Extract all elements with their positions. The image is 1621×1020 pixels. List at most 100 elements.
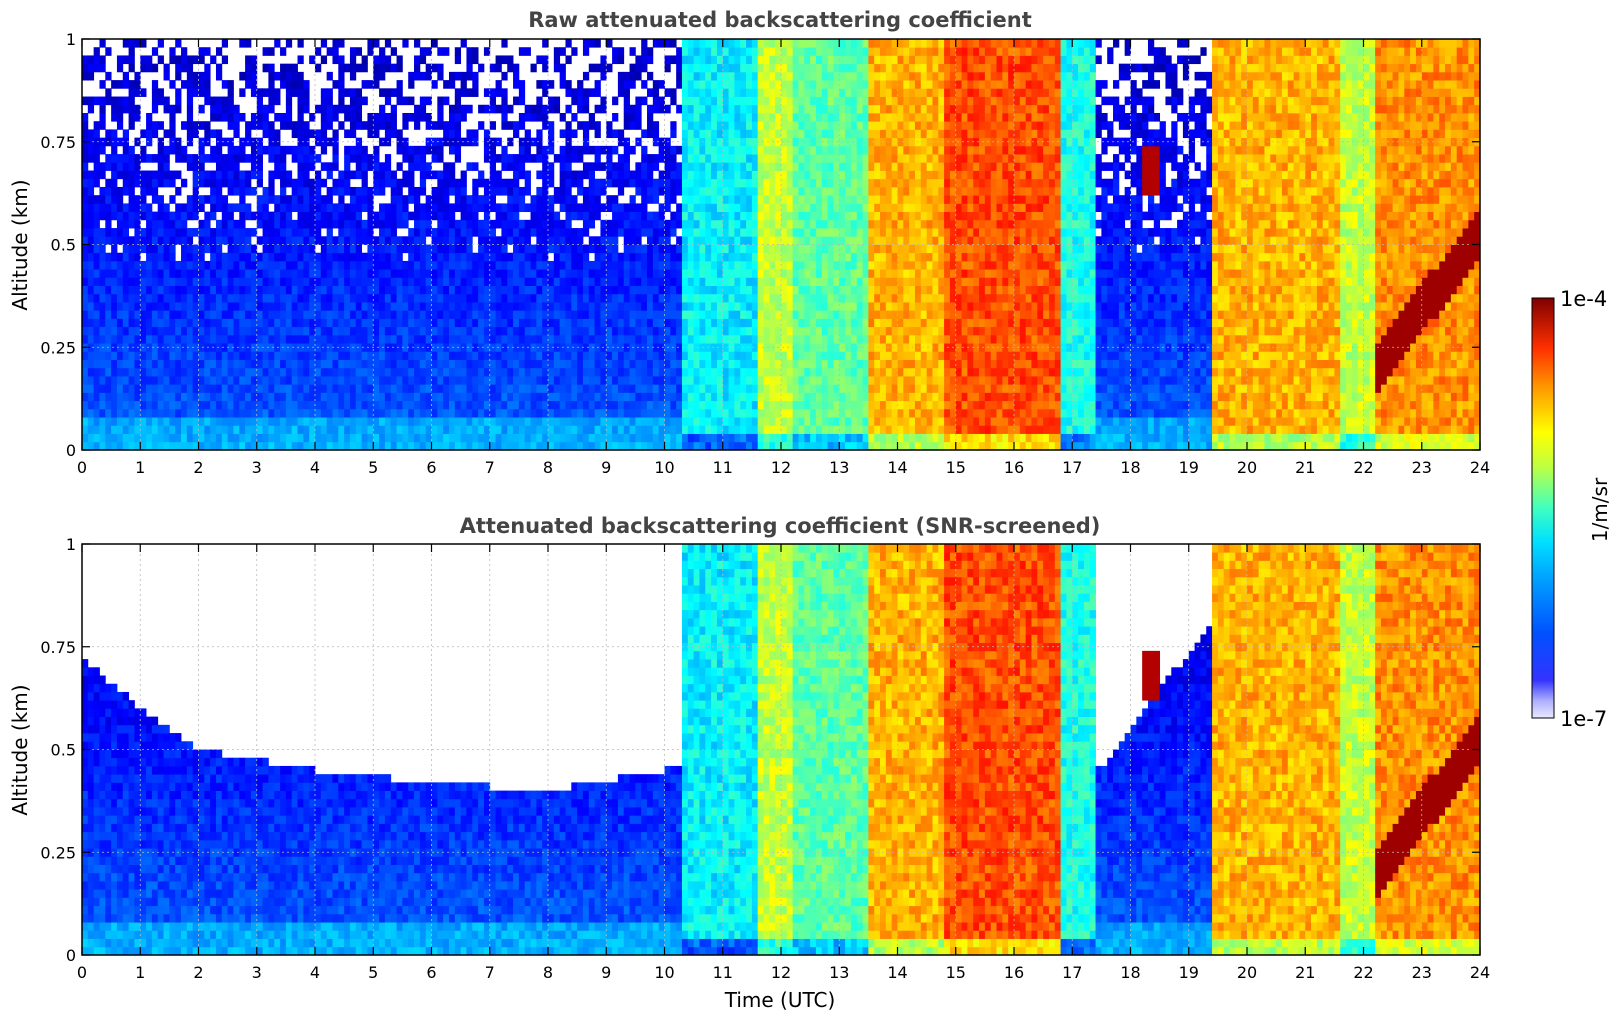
heatmap-cell (88, 72, 94, 81)
heatmap-cell (630, 425, 636, 434)
heatmap-cell (257, 105, 263, 114)
heatmap-cell (688, 351, 694, 360)
heatmap-cell (670, 97, 676, 106)
heatmap-cell (699, 39, 705, 48)
heatmap-cell (443, 253, 449, 262)
heatmap-cell (624, 245, 630, 254)
heatmap-cell (618, 269, 624, 278)
heatmap-cell (519, 327, 525, 336)
heatmap-cell (309, 384, 315, 393)
heatmap-cell (175, 425, 181, 434)
heatmap-cell (554, 294, 560, 303)
heatmap-cell (437, 179, 443, 188)
heatmap-cell (332, 434, 338, 443)
heatmap-cell (694, 384, 700, 393)
heatmap-cell (565, 236, 571, 245)
heatmap-cell (641, 97, 647, 106)
heatmap-cell (507, 434, 513, 443)
heatmap-cell (315, 417, 321, 426)
heatmap-cell (583, 195, 589, 204)
heatmap-cell (525, 401, 531, 410)
heatmap-cell (682, 310, 688, 319)
heatmap-cell (268, 392, 274, 401)
heatmap-cell (94, 277, 100, 286)
heatmap-cell (239, 368, 245, 377)
heatmap-cell (653, 236, 659, 245)
heatmap-cell (420, 253, 426, 262)
heatmap-cell (204, 392, 210, 401)
heatmap-cell (752, 327, 758, 336)
heatmap-cell (117, 236, 123, 245)
heatmap-cell (711, 212, 717, 221)
heatmap-cell (158, 179, 164, 188)
heatmap-cell (618, 401, 624, 410)
heatmap-cell (402, 434, 408, 443)
heatmap-cell (525, 47, 531, 56)
heatmap-cell (571, 261, 577, 270)
heatmap-cell (496, 203, 502, 212)
heatmap-cell (466, 245, 472, 254)
heatmap-cell (478, 384, 484, 393)
heatmap-cell (670, 121, 676, 130)
heatmap-cell (303, 171, 309, 180)
heatmap-cell (676, 72, 682, 81)
heatmap-cell (303, 80, 309, 89)
heatmap-cell (641, 384, 647, 393)
heatmap-cell (519, 261, 525, 270)
heatmap-cell (391, 88, 397, 97)
heatmap-cell (583, 97, 589, 106)
heatmap-cell (146, 376, 152, 385)
heatmap-cell (362, 425, 368, 434)
heatmap-cell (385, 434, 391, 443)
heatmap-cell (665, 277, 671, 286)
heatmap-cell (251, 302, 257, 311)
heatmap-cell (373, 146, 379, 155)
heatmap-cell (199, 277, 205, 286)
heatmap-cell (111, 228, 117, 237)
heatmap-cell (134, 80, 140, 89)
heatmap-cell (746, 277, 752, 286)
heatmap-cell (694, 425, 700, 434)
heatmap-cell (740, 253, 746, 262)
heatmap-cell (344, 442, 350, 451)
heatmap-cell (560, 368, 566, 377)
heatmap-cell (519, 162, 525, 171)
heatmap-cell (210, 351, 216, 360)
heatmap-cell (752, 392, 758, 401)
heatmap-cell (181, 343, 187, 352)
heatmap-cell (367, 360, 373, 369)
heatmap-cell (612, 360, 618, 369)
heatmap-cell (123, 154, 129, 163)
heatmap-cell (321, 409, 327, 418)
heatmap-cell (484, 409, 490, 418)
heatmap-cell (472, 294, 478, 303)
heatmap-cell (117, 187, 123, 196)
heatmap-cell (583, 302, 589, 311)
heatmap-cell (379, 409, 385, 418)
heatmap-cell (216, 360, 222, 369)
heatmap-cell (758, 376, 764, 385)
heatmap-cell (414, 327, 420, 336)
heatmap-cell (461, 80, 467, 89)
heatmap-cell (565, 39, 571, 48)
heatmap-cell (641, 39, 647, 48)
heatmap-cell (397, 236, 403, 245)
heatmap-cell (175, 105, 181, 114)
heatmap-cell (379, 318, 385, 327)
heatmap-cell (711, 335, 717, 344)
heatmap-cell (542, 277, 548, 286)
heatmap-cell (362, 195, 368, 204)
heatmap-cell (82, 269, 88, 278)
heatmap-cell (746, 302, 752, 311)
heatmap-cell (618, 286, 624, 295)
heatmap-cell (496, 360, 502, 369)
heatmap-cell (426, 294, 432, 303)
heatmap-cell (175, 442, 181, 451)
heatmap-cell (199, 228, 205, 237)
heatmap-cell (536, 245, 542, 254)
heatmap-cell (705, 376, 711, 385)
heatmap-cell (263, 360, 269, 369)
heatmap-cell (740, 425, 746, 434)
heatmap-cell (111, 129, 117, 138)
heatmap-cell (501, 302, 507, 311)
